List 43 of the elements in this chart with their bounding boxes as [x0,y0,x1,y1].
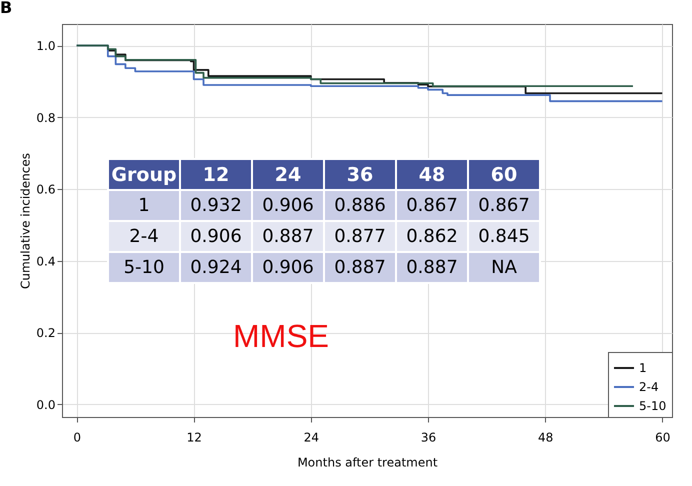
y-tick-label: 0.8 [36,110,56,125]
legend-label: 5-10 [639,399,666,413]
legend-label: 2-4 [639,380,659,394]
annotation: 0.886 [324,190,396,221]
annotation: 0.906 [252,252,324,283]
annotation: MMSE [233,318,329,355]
y-tick-label: 0.6 [36,182,56,197]
annotation: 60 [468,159,540,190]
annotation: 0.932 [180,190,252,221]
annotation: 0.877 [324,221,396,252]
annotation: 0.867 [468,190,540,221]
annotation: 24 [252,159,324,190]
annotation: 0.887 [396,252,468,283]
annotation: 0.887 [324,252,396,283]
x-tick-label: 12 [186,430,202,444]
x-tick-label: 0 [73,430,81,444]
x-axis-title: Months after treatment [297,456,438,470]
annotation: NA [468,252,540,283]
annotation: 2-4 [108,221,180,252]
annotation: Group [108,159,180,190]
annotation: 0.924 [180,252,252,283]
annotation: 36 [324,159,396,190]
annotation: 0.906 [180,221,252,252]
y-tick-label: 0.4 [36,254,56,268]
annotation: 48 [396,159,468,190]
y-axis-title: Cumulative incidences [18,152,32,290]
annotation: 12 [180,159,252,190]
annotation: 0.887 [252,221,324,252]
annotation: 5-10 [108,252,180,283]
x-tick-label: 36 [420,430,436,444]
annotation: 0.845 [468,221,540,252]
annotation: 0.867 [396,190,468,221]
legend-label: 1 [639,361,647,375]
annotation: 0.862 [396,221,468,252]
annotation: 0.906 [252,190,324,221]
x-tick-label: 24 [304,430,320,444]
annotation: 1 [108,190,180,221]
y-tick-label: 0.2 [36,326,56,340]
x-tick-label: 48 [538,430,554,444]
x-tick-label: 60 [655,430,670,444]
y-tick-label: 1.0 [36,39,56,54]
chart-title: B [0,0,12,17]
y-tick-label: 0.0 [36,398,56,412]
